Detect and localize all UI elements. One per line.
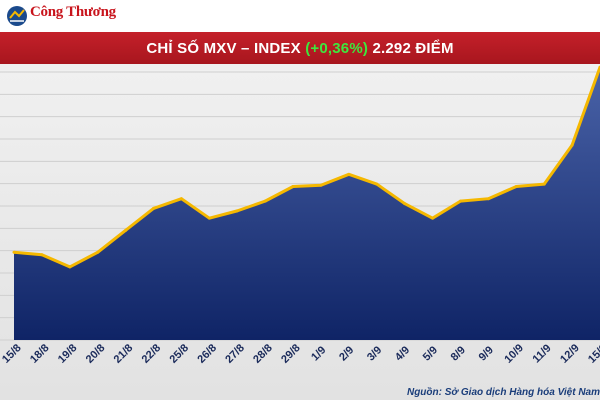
title-prefix: CHỈ SỐ MXV – INDEX [146,39,306,57]
data-point [431,216,435,220]
data-point [347,172,351,176]
data-point [40,253,44,257]
x-tick-label: 9/9 [477,344,496,363]
x-tick-label: 3/9 [365,344,384,363]
title-change: (+0,36%) [305,39,369,57]
x-tick-label: 18/8 [28,342,52,366]
data-point [458,199,462,203]
x-tick-label: 5/9 [421,344,440,363]
data-point [319,183,323,187]
data-point [486,197,490,201]
x-tick-label: 28/8 [251,342,275,366]
source-note: Nguồn: Sở Giao dịch Hàng hóa Việt Nam [406,387,600,398]
chart-area: 15/8 18/8 19/8 20/8 21/8 22/8 25/8 26/8 27/8 28/8… [0,64,600,400]
title-suffix: 2.292 ĐIỂM [368,39,454,57]
data-point [263,199,267,203]
x-tick-label: 20/8 [84,342,108,366]
mxv-logo-icon [7,6,27,26]
x-tick-label: 19/8 [56,342,80,366]
x-tick-label: 10/9 [502,342,526,366]
x-tick-label: 26/8 [195,342,219,366]
data-point [235,209,239,213]
index-area-chart: 15/8 18/8 19/8 20/8 21/8 22/8 25/8 26/8 27/8 28/8… [0,65,600,366]
x-tick-label: 1/9 [309,344,328,363]
data-point [542,182,546,186]
data-point [403,202,407,206]
x-tick-label: 15/9 [586,342,600,366]
data-point [514,185,518,189]
data-point [375,182,379,186]
data-point [68,265,72,269]
data-point [207,216,211,220]
data-point [96,250,100,254]
chart-title-banner: CHỈ SỐ MXV – INDEX (+0,36%) 2.292 ĐIỂM [0,32,600,64]
data-point [124,228,128,232]
x-tick-label: 15/8 [0,342,24,366]
x-tick-label: 2/9 [337,344,356,363]
top-bar: Công Thương [0,0,600,32]
data-point [12,250,16,254]
x-tick-label: 25/8 [167,342,191,366]
x-tick-label: 22/8 [140,342,164,366]
data-point [152,206,156,210]
x-tick-label: 4/9 [393,344,412,363]
data-point [570,143,574,147]
x-tick-label: 12/9 [558,342,582,366]
x-tick-label: 8/9 [449,344,468,363]
x-tick-label: 21/8 [112,342,136,366]
x-tick-label: 29/8 [279,342,303,366]
data-point [179,197,183,201]
data-point [291,185,295,189]
x-tick-label: 11/9 [530,342,553,365]
series-line [13,66,600,269]
brand-logo: Công Thương [30,4,116,20]
area-fill [14,67,600,341]
x-tick-label: 27/8 [223,342,247,366]
